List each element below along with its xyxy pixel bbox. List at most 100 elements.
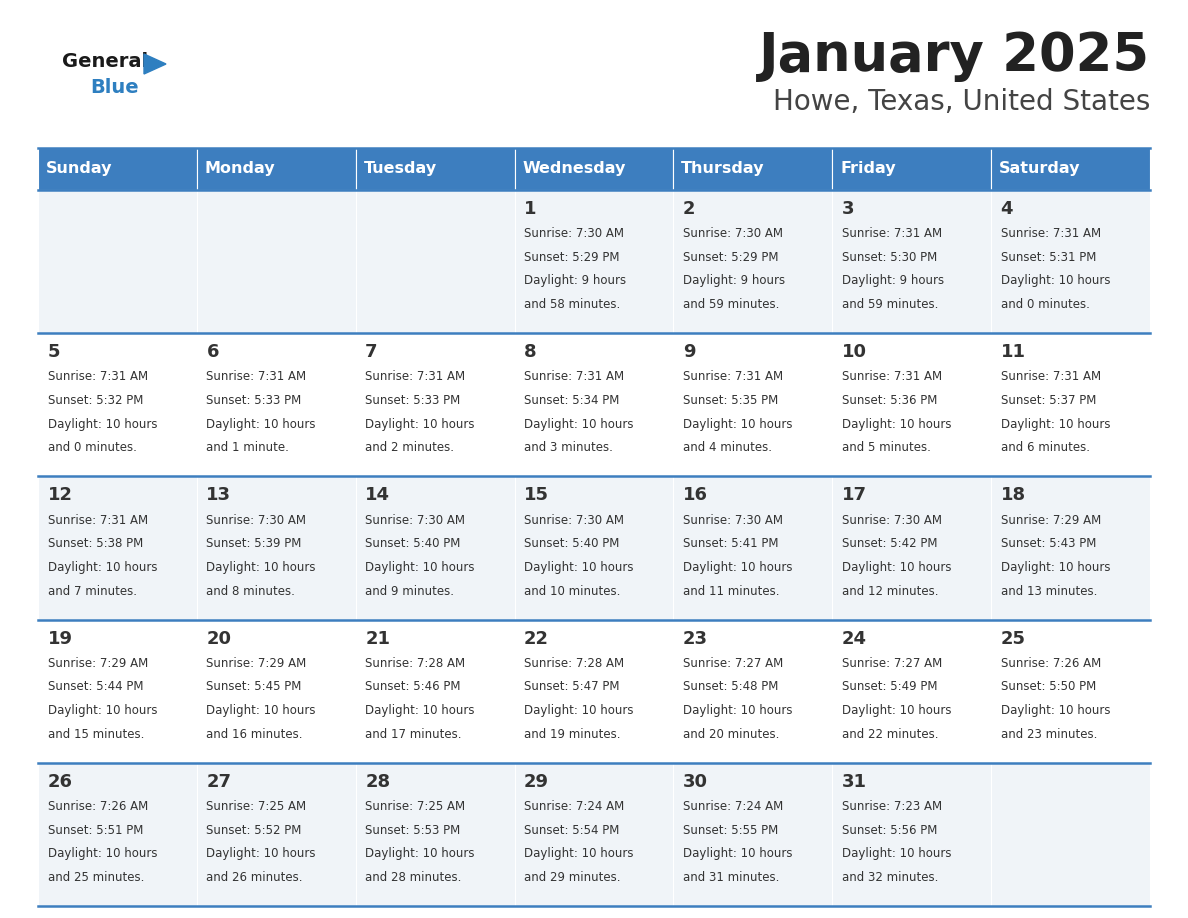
Text: 7: 7 <box>365 343 378 361</box>
Text: Sunrise: 7:31 AM: Sunrise: 7:31 AM <box>842 228 942 241</box>
Text: Sunset: 5:51 PM: Sunset: 5:51 PM <box>48 823 143 836</box>
Text: Daylight: 10 hours: Daylight: 10 hours <box>524 561 633 574</box>
Text: Daylight: 10 hours: Daylight: 10 hours <box>683 561 792 574</box>
Text: 27: 27 <box>207 773 232 790</box>
Bar <box>991 333 1150 476</box>
Text: and 32 minutes.: and 32 minutes. <box>842 871 939 884</box>
Text: Daylight: 10 hours: Daylight: 10 hours <box>524 704 633 717</box>
Text: Sunset: 5:48 PM: Sunset: 5:48 PM <box>683 680 778 693</box>
Text: Daylight: 10 hours: Daylight: 10 hours <box>48 418 157 431</box>
Text: Sunset: 5:55 PM: Sunset: 5:55 PM <box>683 823 778 836</box>
Bar <box>38 148 197 190</box>
Text: and 10 minutes.: and 10 minutes. <box>524 585 620 598</box>
Text: January 2025: January 2025 <box>759 30 1150 82</box>
Text: Thursday: Thursday <box>682 162 765 176</box>
Text: Blue: Blue <box>90 78 139 97</box>
Text: and 58 minutes.: and 58 minutes. <box>524 298 620 311</box>
Text: Sunrise: 7:31 AM: Sunrise: 7:31 AM <box>683 371 783 384</box>
Text: General: General <box>62 52 148 71</box>
Text: Daylight: 10 hours: Daylight: 10 hours <box>365 704 475 717</box>
Bar <box>197 148 355 190</box>
Text: Sunset: 5:45 PM: Sunset: 5:45 PM <box>207 680 302 693</box>
Bar <box>833 476 991 620</box>
Text: and 59 minutes.: and 59 minutes. <box>683 298 779 311</box>
Text: and 4 minutes.: and 4 minutes. <box>683 442 772 454</box>
Text: Sunrise: 7:26 AM: Sunrise: 7:26 AM <box>48 800 147 813</box>
Text: and 15 minutes.: and 15 minutes. <box>48 728 144 741</box>
Text: 31: 31 <box>842 773 867 790</box>
Text: Sunrise: 7:31 AM: Sunrise: 7:31 AM <box>48 514 147 527</box>
Text: Daylight: 10 hours: Daylight: 10 hours <box>365 847 475 860</box>
Text: 17: 17 <box>842 487 867 504</box>
Bar <box>514 148 674 190</box>
Text: 13: 13 <box>207 487 232 504</box>
Bar <box>991 763 1150 906</box>
Text: Sunrise: 7:31 AM: Sunrise: 7:31 AM <box>365 371 466 384</box>
Text: Sunrise: 7:31 AM: Sunrise: 7:31 AM <box>48 371 147 384</box>
Text: Wednesday: Wednesday <box>523 162 626 176</box>
Text: Sunset: 5:53 PM: Sunset: 5:53 PM <box>365 823 461 836</box>
Text: Daylight: 10 hours: Daylight: 10 hours <box>207 561 316 574</box>
Text: Sunrise: 7:27 AM: Sunrise: 7:27 AM <box>842 657 942 670</box>
Text: and 1 minute.: and 1 minute. <box>207 442 289 454</box>
Text: Sunrise: 7:30 AM: Sunrise: 7:30 AM <box>524 228 624 241</box>
Text: 5: 5 <box>48 343 61 361</box>
Bar <box>197 620 355 763</box>
Bar <box>38 333 197 476</box>
Text: and 16 minutes.: and 16 minutes. <box>207 728 303 741</box>
Text: and 31 minutes.: and 31 minutes. <box>683 871 779 884</box>
Text: Sunset: 5:33 PM: Sunset: 5:33 PM <box>365 394 461 407</box>
Text: and 6 minutes.: and 6 minutes. <box>1000 442 1089 454</box>
Text: and 13 minutes.: and 13 minutes. <box>1000 585 1097 598</box>
Text: Daylight: 10 hours: Daylight: 10 hours <box>842 704 952 717</box>
Text: and 3 minutes.: and 3 minutes. <box>524 442 613 454</box>
Text: Sunrise: 7:30 AM: Sunrise: 7:30 AM <box>207 514 307 527</box>
Text: Sunset: 5:54 PM: Sunset: 5:54 PM <box>524 823 619 836</box>
Text: Sunset: 5:52 PM: Sunset: 5:52 PM <box>207 823 302 836</box>
Bar <box>674 333 833 476</box>
Text: Sunrise: 7:29 AM: Sunrise: 7:29 AM <box>207 657 307 670</box>
Bar <box>514 620 674 763</box>
Text: Sunset: 5:33 PM: Sunset: 5:33 PM <box>207 394 302 407</box>
Text: Sunset: 5:49 PM: Sunset: 5:49 PM <box>842 680 937 693</box>
Text: Sunset: 5:35 PM: Sunset: 5:35 PM <box>683 394 778 407</box>
Text: Daylight: 10 hours: Daylight: 10 hours <box>683 418 792 431</box>
Text: and 26 minutes.: and 26 minutes. <box>207 871 303 884</box>
Text: Sunset: 5:56 PM: Sunset: 5:56 PM <box>842 823 937 836</box>
Text: Sunset: 5:32 PM: Sunset: 5:32 PM <box>48 394 143 407</box>
Text: Daylight: 9 hours: Daylight: 9 hours <box>842 274 944 287</box>
Text: 26: 26 <box>48 773 72 790</box>
Text: 18: 18 <box>1000 487 1025 504</box>
Text: Daylight: 10 hours: Daylight: 10 hours <box>1000 418 1110 431</box>
Bar <box>833 620 991 763</box>
Text: Daylight: 10 hours: Daylight: 10 hours <box>207 418 316 431</box>
Text: Daylight: 10 hours: Daylight: 10 hours <box>842 847 952 860</box>
Text: Daylight: 10 hours: Daylight: 10 hours <box>365 561 475 574</box>
Text: Sunset: 5:34 PM: Sunset: 5:34 PM <box>524 394 619 407</box>
Bar <box>833 333 991 476</box>
Text: 23: 23 <box>683 630 708 647</box>
Bar <box>514 190 674 333</box>
Text: Sunrise: 7:26 AM: Sunrise: 7:26 AM <box>1000 657 1101 670</box>
Text: and 20 minutes.: and 20 minutes. <box>683 728 779 741</box>
Text: 14: 14 <box>365 487 390 504</box>
Text: Sunset: 5:29 PM: Sunset: 5:29 PM <box>683 251 778 263</box>
Bar <box>355 148 514 190</box>
Text: and 28 minutes.: and 28 minutes. <box>365 871 462 884</box>
Text: Sunset: 5:40 PM: Sunset: 5:40 PM <box>365 537 461 550</box>
Text: and 0 minutes.: and 0 minutes. <box>48 442 137 454</box>
Bar <box>674 620 833 763</box>
Bar <box>38 620 197 763</box>
Bar <box>355 620 514 763</box>
Text: Sunrise: 7:24 AM: Sunrise: 7:24 AM <box>524 800 625 813</box>
Text: Sunrise: 7:28 AM: Sunrise: 7:28 AM <box>365 657 466 670</box>
Text: Sunrise: 7:30 AM: Sunrise: 7:30 AM <box>842 514 942 527</box>
Text: Sunrise: 7:29 AM: Sunrise: 7:29 AM <box>48 657 147 670</box>
Text: Daylight: 9 hours: Daylight: 9 hours <box>683 274 785 287</box>
Text: Sunrise: 7:30 AM: Sunrise: 7:30 AM <box>365 514 466 527</box>
Text: and 29 minutes.: and 29 minutes. <box>524 871 620 884</box>
Text: Sunrise: 7:28 AM: Sunrise: 7:28 AM <box>524 657 624 670</box>
Text: Daylight: 10 hours: Daylight: 10 hours <box>683 704 792 717</box>
Text: Daylight: 10 hours: Daylight: 10 hours <box>48 847 157 860</box>
Text: 4: 4 <box>1000 200 1013 218</box>
